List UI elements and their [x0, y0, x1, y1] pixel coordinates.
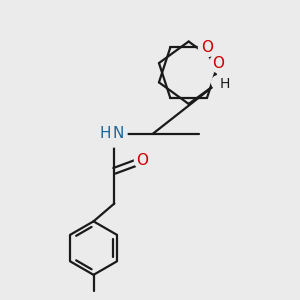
Text: O: O: [201, 40, 213, 55]
Text: O: O: [136, 153, 148, 168]
Text: N: N: [112, 126, 124, 141]
Text: O: O: [212, 56, 224, 70]
Text: H: H: [99, 126, 111, 141]
Text: H: H: [220, 77, 230, 91]
